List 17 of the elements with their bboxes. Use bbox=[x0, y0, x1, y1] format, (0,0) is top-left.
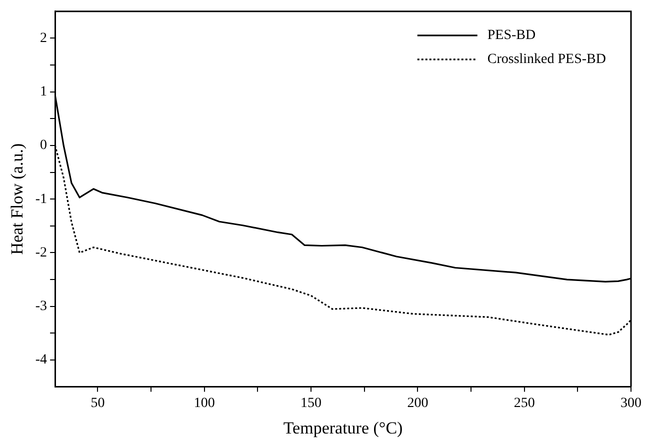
x-tick-label: 50 bbox=[90, 396, 105, 411]
x-tick-label: 250 bbox=[514, 396, 535, 411]
x-tick-label: 100 bbox=[194, 396, 215, 411]
y-tick-label: -1 bbox=[35, 192, 48, 207]
legend-label: Crosslinked PES-BD bbox=[487, 52, 606, 68]
y-tick-label: 0 bbox=[40, 138, 48, 154]
legend-label: PES-BD bbox=[487, 28, 536, 44]
y-axis-title: Heat Flow (a.u.) bbox=[8, 143, 27, 255]
y-tick-label: 1 bbox=[40, 84, 48, 100]
x-tick-label: 200 bbox=[407, 396, 428, 411]
y-tick-label: -3 bbox=[35, 299, 48, 314]
x-axis-title: Temperature (°C) bbox=[283, 418, 403, 438]
x-tick-label: 300 bbox=[620, 396, 642, 411]
y-tick-label: -2 bbox=[35, 245, 48, 260]
y-tick-label: -4 bbox=[35, 352, 48, 368]
x-tick-label: 150 bbox=[300, 396, 322, 411]
y-tick-label: 2 bbox=[40, 30, 48, 46]
